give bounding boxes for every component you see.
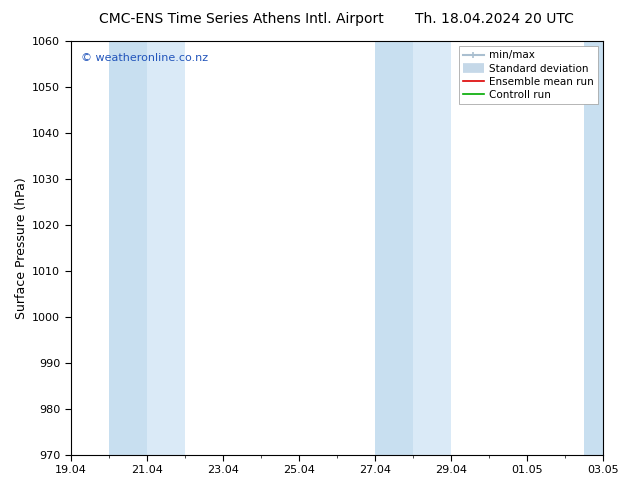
Legend: min/max, Standard deviation, Ensemble mean run, Controll run: min/max, Standard deviation, Ensemble me… xyxy=(459,46,598,104)
Text: © weatheronline.co.nz: © weatheronline.co.nz xyxy=(81,53,209,64)
Text: CMC-ENS Time Series Athens Intl. Airport: CMC-ENS Time Series Athens Intl. Airport xyxy=(98,12,384,26)
Bar xyxy=(413,41,451,455)
Bar xyxy=(147,41,185,455)
Y-axis label: Surface Pressure (hPa): Surface Pressure (hPa) xyxy=(15,177,28,318)
Bar xyxy=(584,41,603,455)
Text: Th. 18.04.2024 20 UTC: Th. 18.04.2024 20 UTC xyxy=(415,12,574,26)
Bar xyxy=(109,41,147,455)
Bar xyxy=(375,41,413,455)
